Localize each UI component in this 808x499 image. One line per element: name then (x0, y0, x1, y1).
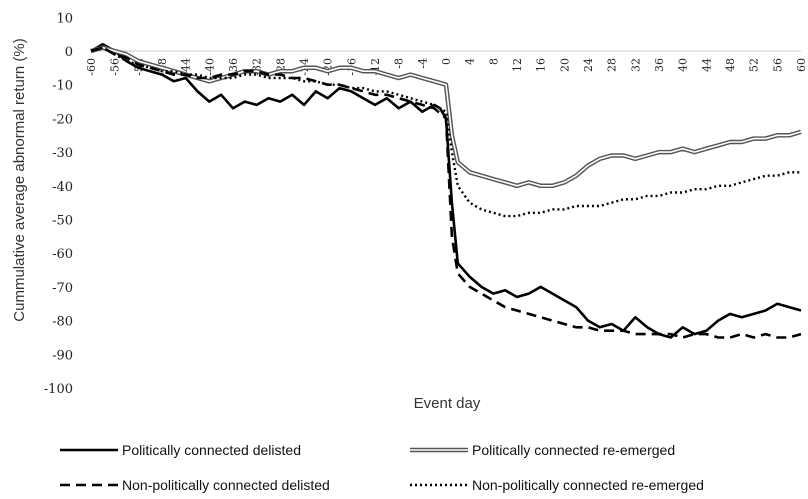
y-tick-label: -10 (52, 79, 73, 94)
y-tick-label: -80 (52, 315, 73, 330)
y-tick-label: 10 (56, 11, 73, 26)
x-tick-label: 44 (700, 58, 713, 72)
series-line-politically-connected-re-emerged-inner (90, 46, 802, 187)
x-tick-label: 56 (771, 58, 784, 72)
x-tick-label: 60 (795, 58, 808, 72)
y-tick-label: -90 (52, 348, 73, 363)
x-tick-label: -56 (109, 58, 122, 76)
x-tick-label: -60 (85, 58, 98, 76)
series-lines (90, 43, 802, 339)
y-tick-label: 0 (65, 45, 73, 60)
x-tick-label: -44 (180, 58, 193, 76)
y-tick-label: -50 (52, 214, 73, 229)
x-tick-label: 20 (558, 58, 571, 72)
legend-label-non-politically-connected-re-emerged: Non-politically connected re-emerged (472, 477, 704, 493)
x-tick-label: 32 (629, 58, 642, 72)
x-tick-label: 36 (653, 58, 666, 72)
x-tick-label: 0 (440, 58, 453, 65)
x-tick-label: 28 (606, 58, 619, 72)
x-tick-label: 8 (487, 58, 500, 65)
y-tick-label: -70 (52, 281, 73, 296)
y-tick-label: -40 (52, 180, 73, 195)
x-tick-label: -40 (203, 58, 216, 76)
y-tick-label: -100 (44, 382, 73, 397)
x-tick-label: 12 (511, 58, 524, 72)
x-tick-label: 4 (464, 58, 477, 65)
x-tick-label: 16 (535, 58, 548, 72)
x-axis-ticks: -60 -56 -52 -48 -44 -40 -36 -32 -28 -24 -20 -16 -12-… (85, 58, 808, 76)
x-tick-label: 24 (582, 58, 595, 72)
legend: Politically connected delisted Politicall… (60, 442, 704, 493)
x-axis-label: Event day (414, 395, 481, 412)
y-tick-label: -30 (52, 146, 73, 161)
y-axis-label: Cummulative average abnormal return (%) (11, 38, 28, 321)
legend-label-non-politically-connected-delisted: Non-politically connected delisted (122, 477, 330, 493)
x-tick-label: 40 (677, 58, 690, 72)
x-tick-label: -8 (393, 58, 406, 69)
legend-label-politically-connected-re-emerged: Politically connected re-emerged (472, 442, 675, 458)
series-line-non-politically-connected-re-emerged (90, 46, 801, 218)
x-tick-label: -4 (416, 58, 429, 69)
y-axis-ticks: 10 0 -10 -20 -30 -40 -50 -60 -70 -80 -90 -100 (44, 11, 73, 397)
y-tick-label: -60 (52, 247, 73, 262)
legend-label-politically-connected-delisted: Politically connected delisted (122, 442, 301, 458)
y-tick-label: -20 (52, 112, 73, 127)
x-tick-label: 48 (724, 58, 737, 72)
x-tick-label: 52 (748, 58, 761, 72)
